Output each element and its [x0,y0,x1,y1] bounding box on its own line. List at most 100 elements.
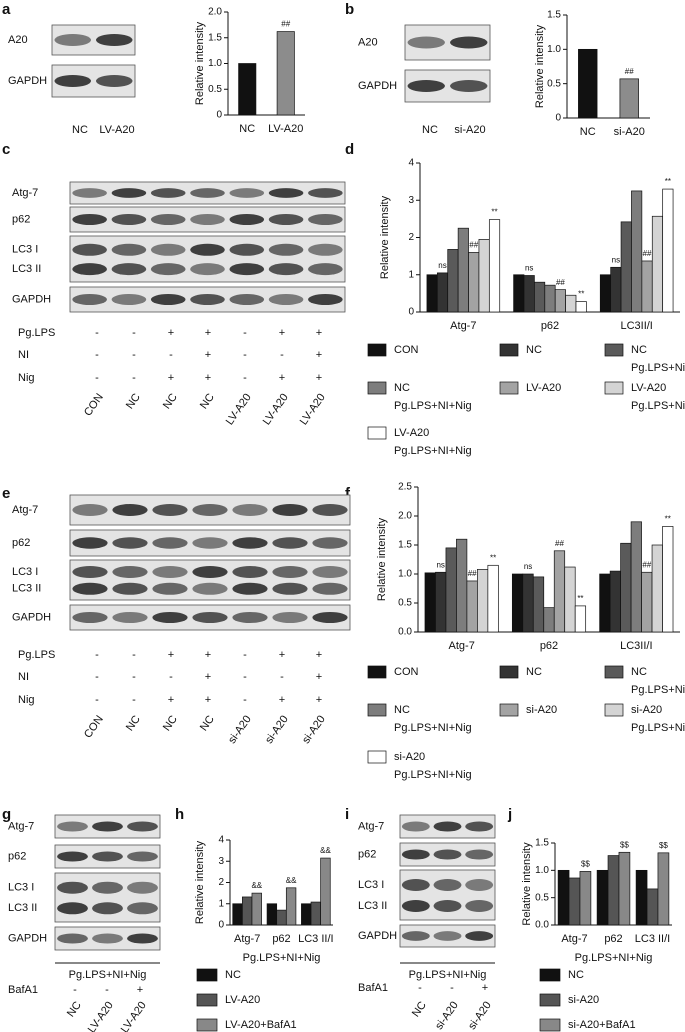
bar [532,576,545,633]
y-tick-label: 0.0 [398,627,412,638]
bar [522,573,534,633]
blot-row-label: LC3 I [8,882,34,894]
blot-band [150,214,186,225]
blot-band [272,582,308,595]
bar [619,78,639,119]
blot-band [72,188,107,198]
y-axis-label: Relative intensity [379,195,391,279]
significance-label: ** [490,553,496,562]
blot-band [465,849,494,860]
treatment-sign: + [205,649,211,661]
x-tick-label: p62 [540,640,558,652]
legend-label: NC [394,704,410,716]
bar [266,903,278,926]
legend-label: NC [394,382,410,394]
treatment-sign: + [205,671,211,683]
x-tick-label: NC [580,126,596,138]
bar [568,877,581,926]
bar [599,573,611,633]
bar [635,869,648,926]
blot-band [229,188,265,198]
y-tick-label: 1.0 [535,865,549,876]
blot-band [57,821,88,832]
legend-label: LV-A20 [225,994,260,1006]
legend-condition: Pg.LPS+NI+Nig [394,769,472,781]
legend-label: LV-A20 [394,427,429,439]
legend-swatch [539,993,561,1007]
y-tick-label: 0.5 [547,78,561,89]
panel-letter: c [2,141,10,158]
blot-band [72,294,107,305]
y-axis-label: Relative intensity [194,840,206,924]
x-tick-label: Atg-7 [450,320,476,332]
legend-swatch [604,343,624,357]
bar [447,249,459,313]
y-tick-label: 0 [218,920,224,931]
significance-label: ## [625,67,634,76]
bar [487,564,499,633]
lane-label: si-A20 [466,1000,494,1032]
treatment-sign: - [169,349,173,361]
legend-condition: Pg.LPS+NI+Nig [394,445,472,457]
lane-label: NC [161,713,180,733]
y-tick-label: 0.5 [208,84,222,95]
y-axis-label: Relative intensity [521,842,533,926]
blot-band [407,80,445,92]
bar [513,274,525,313]
blot-row-label: LC3 II [358,900,387,912]
x-tick-label: p62 [604,933,622,945]
lane-label: NC [124,713,143,733]
blot-strip [54,872,161,923]
blot-band [433,931,462,941]
bar [662,188,674,313]
blot-band [54,75,92,87]
blot-band [268,243,304,256]
bar [620,221,632,313]
y-tick-label: 2.0 [208,7,222,18]
blot-row-label: p62 [8,850,26,862]
lane-label: si-A20 [300,714,328,746]
bar [631,190,643,313]
blot-band [312,537,348,549]
x-tick-label: Atg-7 [561,933,587,945]
y-tick-label: 1 [218,898,224,909]
bar [662,526,674,633]
y-tick-label: 2 [408,232,414,243]
blot-band [272,566,308,578]
legend-swatch [604,665,624,679]
bar [599,274,612,313]
blot-band [95,34,133,46]
blot-band [92,851,123,862]
blot-band [401,931,430,941]
blot-row-label: A20 [8,34,28,46]
blot-band [72,214,107,225]
treatment-sign: - [95,649,99,661]
legend-swatch [367,665,387,679]
significance-label: ** [578,290,584,299]
x-tick-label: LC3 II/I [635,933,670,945]
y-tick-label: 1.0 [547,44,561,55]
blot-band [72,263,107,276]
significance-label: ## [555,539,564,548]
blot-band [72,582,108,595]
blot-band [232,504,268,516]
blot-band [111,243,147,256]
blot-band [95,75,133,87]
legend-label: LV-A20+BafA1 [225,1019,297,1031]
treatment-sign: - [243,349,247,361]
blot-band [111,214,147,225]
significance-label: $$ [581,860,590,869]
blot-band [150,188,186,198]
blot-band [232,612,268,623]
y-tick-label: 1.0 [398,569,412,580]
bar [436,272,449,313]
treatment-sign: - [95,349,99,361]
blot-band [401,900,430,912]
treatment-label: Pg.LPS [18,649,55,661]
bar [301,903,312,926]
bar [630,521,642,633]
lane-label: NC [161,391,180,411]
lane-label: si-A20 [454,124,485,136]
treatment-sign: + [316,349,322,361]
bar [641,260,653,313]
